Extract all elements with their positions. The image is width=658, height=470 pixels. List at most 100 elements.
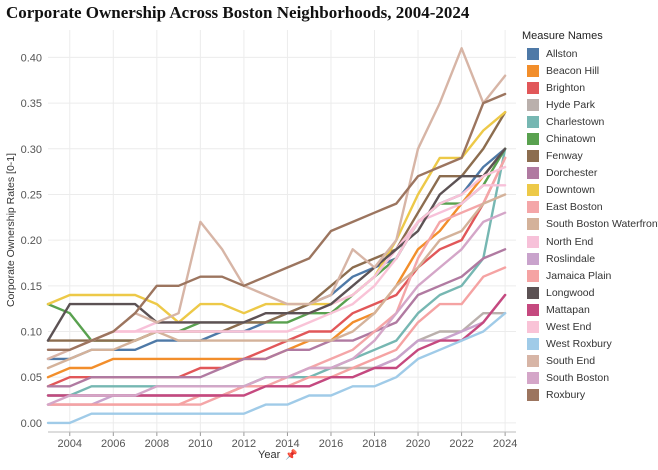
legend-swatch: [527, 81, 539, 94]
legend-item[interactable]: Dorchester: [522, 165, 656, 182]
legend-item[interactable]: Downtown: [522, 182, 656, 199]
axes: 0.00 0.05 0.10 0.15 0.20 0.25 0.30 0.35 0.40 2004…: [21, 52, 518, 450]
legend-label: Mattapan: [546, 303, 590, 316]
x-tick-label: 2012: [232, 438, 256, 450]
legend-title: Measure Names: [522, 30, 603, 42]
legend-item[interactable]: Chinatown: [522, 130, 656, 147]
legend-swatch: [527, 303, 539, 316]
legend-label: Fenway: [546, 150, 583, 163]
x-tick-label: 2008: [145, 438, 169, 450]
chart-title: Corporate Ownership Across Boston Neighb…: [6, 3, 470, 22]
legend-swatch: [527, 235, 539, 248]
legend-label: Allston: [546, 47, 578, 60]
series-line-downtown[interactable]: [46, 110, 507, 324]
legend-item[interactable]: South Boston Waterfront: [522, 216, 658, 233]
legend-swatch: [527, 98, 539, 111]
series-line-roxbury[interactable]: [46, 92, 507, 351]
legend-item[interactable]: West Roxbury: [522, 336, 656, 353]
legend-label: Longwood: [546, 286, 595, 299]
legend-item[interactable]: Roxbury: [522, 387, 656, 404]
legend-item[interactable]: Allston: [522, 45, 656, 62]
legend-item[interactable]: East Boston: [522, 199, 656, 216]
legend-item[interactable]: South Boston: [522, 370, 656, 387]
legend-swatch: [527, 321, 539, 334]
legend-item[interactable]: Charlestown: [522, 113, 656, 130]
series-lines: [46, 47, 507, 425]
series-line-west-roxbury[interactable]: [46, 312, 507, 425]
legend-label: Downtown: [546, 184, 596, 197]
legend-items: Allston Beacon Hill Brighton Hyde Park Charl…: [522, 45, 658, 404]
legend-item[interactable]: Beacon Hill: [522, 62, 656, 79]
y-tick-label: 0.40: [21, 52, 42, 64]
legend-item[interactable]: Brighton: [522, 79, 656, 96]
legend-swatch: [527, 115, 539, 128]
y-tick-label: 0.05: [21, 372, 42, 384]
legend-item[interactable]: North End: [522, 233, 656, 250]
legend-label: East Boston: [546, 201, 603, 214]
series-line-south-boston[interactable]: [46, 211, 507, 406]
legend-label: South Boston Waterfront: [546, 218, 658, 231]
x-tick-label: 2006: [101, 438, 125, 450]
legend-swatch: [527, 47, 539, 60]
series-line-fenway[interactable]: [46, 110, 507, 342]
x-tick-label: 2024: [493, 438, 517, 450]
x-axis-title-group: Year 📌: [258, 449, 298, 461]
pin-icon[interactable]: 📌: [285, 449, 298, 461]
y-tick-label: 0.20: [21, 235, 42, 247]
legend-swatch: [527, 269, 539, 282]
legend-item[interactable]: Mattapan: [522, 301, 656, 318]
x-tick-label: 2014: [275, 438, 299, 450]
x-tick-label: 2004: [58, 438, 82, 450]
y-tick-label: 0.25: [21, 189, 42, 201]
legend-item[interactable]: Hyde Park: [522, 96, 656, 113]
x-axis-title: Year: [258, 449, 281, 461]
legend-label: South End: [546, 355, 596, 368]
legend-label: West End: [546, 321, 592, 334]
legend-label: Dorchester: [546, 167, 598, 180]
series-line-dorchester[interactable]: [46, 248, 507, 388]
legend-swatch: [527, 286, 539, 299]
y-tick-label: 0.35: [21, 98, 42, 110]
legend-item[interactable]: Roslindale: [522, 250, 656, 267]
legend-swatch: [527, 167, 539, 180]
legend-swatch: [527, 133, 539, 146]
y-tick-label: 0.30: [21, 144, 42, 156]
legend-label: West Roxbury: [546, 338, 612, 351]
legend-item[interactable]: Longwood: [522, 284, 656, 301]
legend-swatch: [527, 64, 539, 77]
legend-label: Chinatown: [546, 133, 596, 146]
legend-item[interactable]: West End: [522, 319, 656, 336]
series-line-south-boston-waterfront[interactable]: [46, 193, 507, 370]
legend-label: North End: [546, 235, 594, 248]
y-tick-label: 0.15: [21, 281, 42, 293]
x-tick-label: 2018: [362, 438, 386, 450]
y-axis-title: Corporate Ownership Rates [0-1]: [5, 153, 17, 307]
legend-label: Hyde Park: [546, 98, 596, 111]
legend-swatch: [527, 338, 539, 351]
legend-swatch: [527, 252, 539, 265]
legend-item[interactable]: South End: [522, 353, 656, 370]
legend-swatch: [527, 372, 539, 385]
y-tick-label: 0.00: [21, 418, 42, 430]
legend: Measure Names Allston Beacon Hill Brighton…: [522, 30, 658, 404]
legend-label: Roslindale: [546, 252, 596, 265]
legend-swatch: [527, 201, 539, 214]
legend-swatch: [527, 389, 539, 402]
legend-label: Charlestown: [546, 115, 605, 128]
legend-label: Brighton: [546, 81, 586, 94]
legend-label: Roxbury: [546, 389, 586, 402]
legend-item[interactable]: Fenway: [522, 148, 656, 165]
x-tick-label: 2022: [449, 438, 473, 450]
legend-item[interactable]: Jamaica Plain: [522, 267, 656, 284]
legend-label: Jamaica Plain: [546, 269, 612, 282]
legend-swatch: [527, 218, 539, 231]
x-tick-label: 2010: [188, 438, 212, 450]
series-line-west-end[interactable]: [46, 165, 507, 351]
x-tick-label: 2020: [406, 438, 430, 450]
legend-swatch: [527, 150, 539, 163]
x-tick-label: 2016: [319, 438, 343, 450]
legend-swatch: [527, 184, 539, 197]
legend-swatch: [527, 355, 539, 368]
y-tick-label: 0.10: [21, 327, 42, 339]
